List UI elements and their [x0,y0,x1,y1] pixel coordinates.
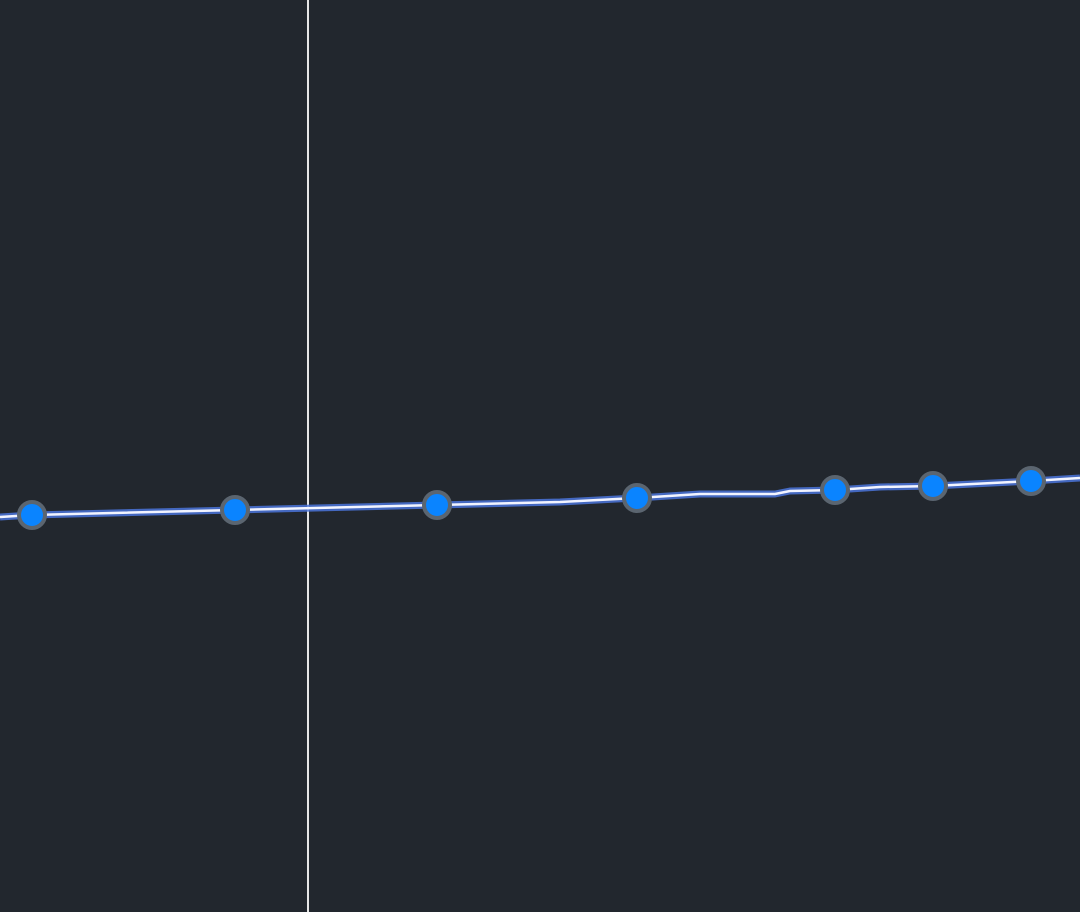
vertex-handles [17,466,1046,530]
circle-handle-icon[interactable] [820,475,850,505]
circle-handle-icon[interactable] [422,490,452,520]
circle-handle-icon[interactable] [17,500,47,530]
circle-handle-icon[interactable] [622,483,652,513]
circle-handle-icon[interactable] [918,471,948,501]
circle-handle-icon[interactable] [1016,466,1046,496]
circle-handle-icon[interactable] [220,495,250,525]
